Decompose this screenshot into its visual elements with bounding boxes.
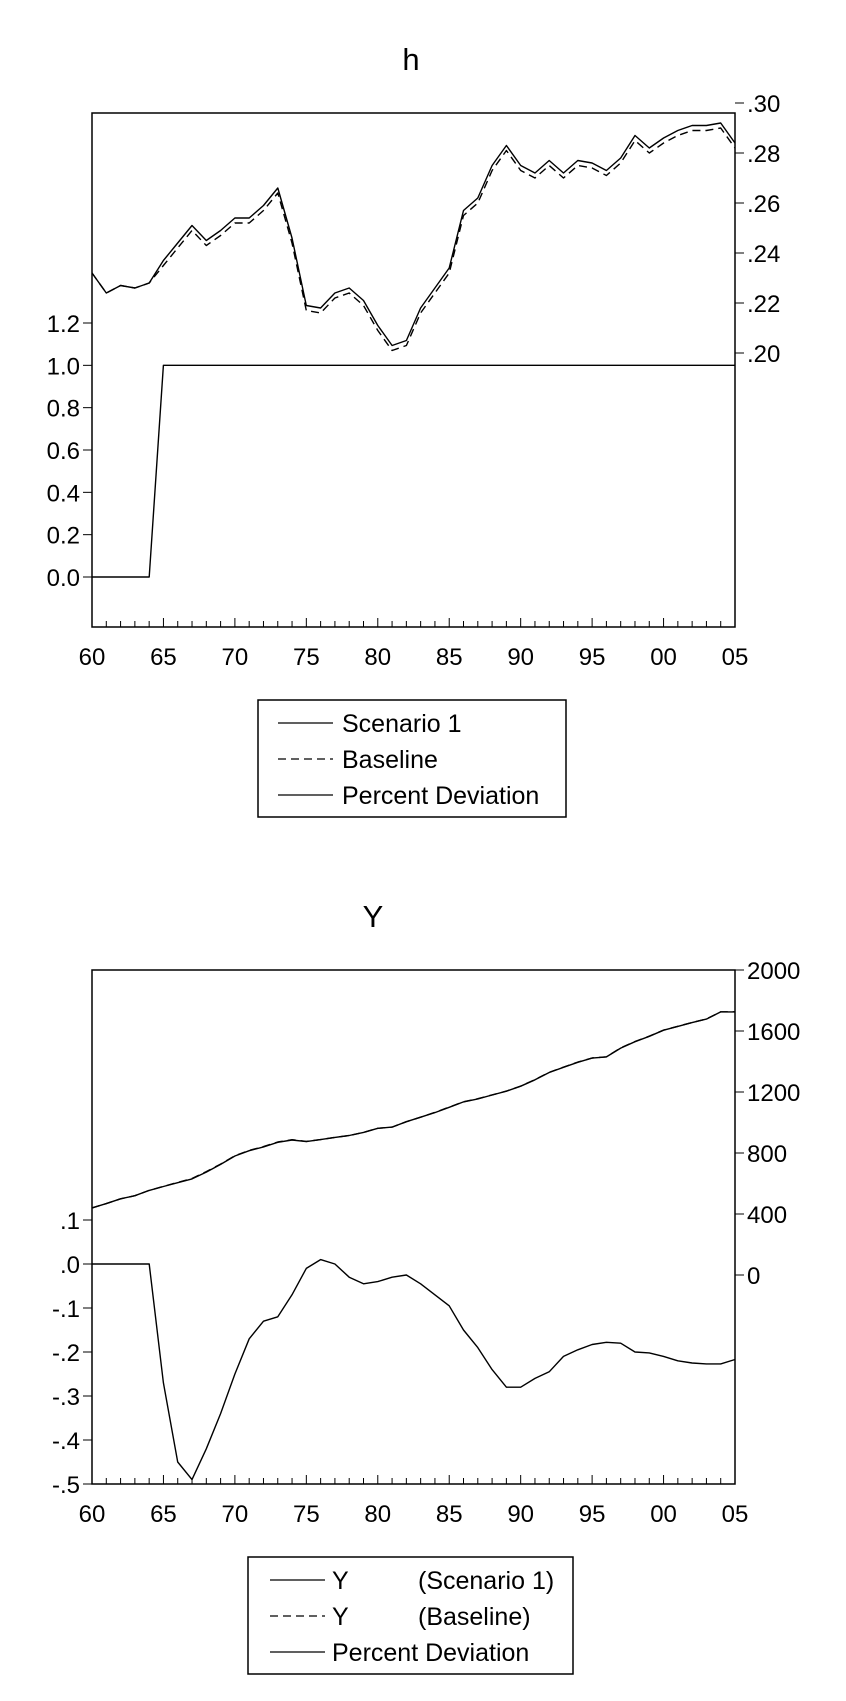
left-tick-label: 0.8 [47,396,80,423]
chart-title: Y [363,899,384,934]
series-line-scenario-1 [91,122,736,347]
x-tick-label: 00 [650,644,677,671]
series-lines [91,122,736,578]
legend-label: Y [332,1567,349,1595]
series-line-baseline [91,127,736,352]
x-tick-label: 75 [293,1501,320,1528]
left-tick-label: .1 [60,1208,80,1235]
left-tick-label: -.5 [52,1472,80,1499]
legend-note: (Scenario 1) [418,1567,554,1595]
x-tick-label: 60 [79,644,106,671]
x-tick-label: 05 [722,1501,749,1528]
series-line-percent-deviation [92,1258,736,1481]
left-tick-label: -.2 [52,1340,80,1367]
right-tick-label: .26 [747,191,780,218]
plot-frame [91,969,736,1485]
left-tick-label: -.3 [52,1384,80,1411]
x-tick-label: 90 [507,644,534,671]
left-tick-label: 0.2 [47,523,80,550]
x-tick-label: 05 [722,644,749,671]
left-tick-label: 0.0 [47,565,80,592]
series-lines [91,1011,736,1481]
x-tick-label: 80 [364,1501,391,1528]
chart-h: h 60 65 70 75 80 85 90 95 00 05 0.0 0.2 0.4 0.6 0.8 1.… [47,42,780,818]
right-tick-label: 400 [747,1202,787,1229]
right-tick-label: 0 [747,1263,760,1290]
legend-label: Y [332,1603,349,1631]
x-tick-label: 75 [293,644,320,671]
legend-label: Scenario 1 [342,710,462,738]
chart-title: h [402,42,419,77]
series-line-y-baseline [91,1011,735,1209]
x-tick-label: 65 [150,644,177,671]
right-axis: 0 400 800 1200 1600 2000 [735,958,800,1290]
left-tick-label: 0.6 [47,438,80,465]
left-tick-label: -.4 [52,1428,80,1455]
x-tick-label: 85 [436,1501,463,1528]
plot-frame [91,112,736,628]
right-tick-label: .28 [747,141,780,168]
left-tick-label: 1.2 [47,311,80,338]
chart-y: Y 60 65 70 75 80 85 90 95 00 05 -.5 -.4 -.3 -.2 -.1 .0… [52,899,800,1675]
x-tick-label: 95 [579,1501,606,1528]
x-tick-label: 90 [507,1501,534,1528]
left-tick-label: 1.0 [47,353,80,380]
legend: Y (Scenario 1) Y (Baseline) Percent Devi… [247,1556,574,1675]
left-tick-label: .0 [60,1252,80,1279]
right-tick-label: .24 [747,241,780,268]
x-tick-label: 65 [150,1501,177,1528]
right-tick-label: 1200 [747,1080,800,1107]
x-tick-label: 95 [579,644,606,671]
x-tick-label: 80 [364,644,391,671]
legend: Scenario 1 Baseline Percent Deviation [257,699,567,818]
x-tick-label: 85 [436,644,463,671]
x-axis: 60 65 70 75 80 85 90 95 00 05 [79,618,749,671]
legend-label: Baseline [342,746,438,774]
right-tick-label: .30 [747,91,780,118]
right-tick-label: .20 [747,341,780,368]
x-tick-label: 00 [650,1501,677,1528]
left-tick-label: 0.4 [47,480,80,507]
x-axis: 60 65 70 75 80 85 90 95 00 05 [79,1475,749,1528]
series-line-percent-deviation [92,364,735,578]
legend-label: Percent Deviation [332,1639,529,1667]
x-tick-label: 70 [222,1501,249,1528]
right-axis: .20 .22 .24 .26 .28 .30 [735,91,780,368]
legend-label: Percent Deviation [342,782,539,810]
right-tick-label: 800 [747,1141,787,1168]
x-tick-label: 60 [79,1501,106,1528]
series-line-y-scenario-1 [91,1011,735,1209]
legend-note: (Baseline) [418,1603,531,1631]
right-tick-label: .22 [747,291,780,318]
left-axis: 0.0 0.2 0.4 0.6 0.8 1.0 1.2 [47,311,92,592]
left-tick-label: -.1 [52,1296,80,1323]
x-tick-label: 70 [222,644,249,671]
left-axis: -.5 -.4 -.3 -.2 -.1 .0 .1 [52,1208,92,1499]
right-tick-label: 2000 [747,958,800,985]
right-tick-label: 1600 [747,1019,800,1046]
